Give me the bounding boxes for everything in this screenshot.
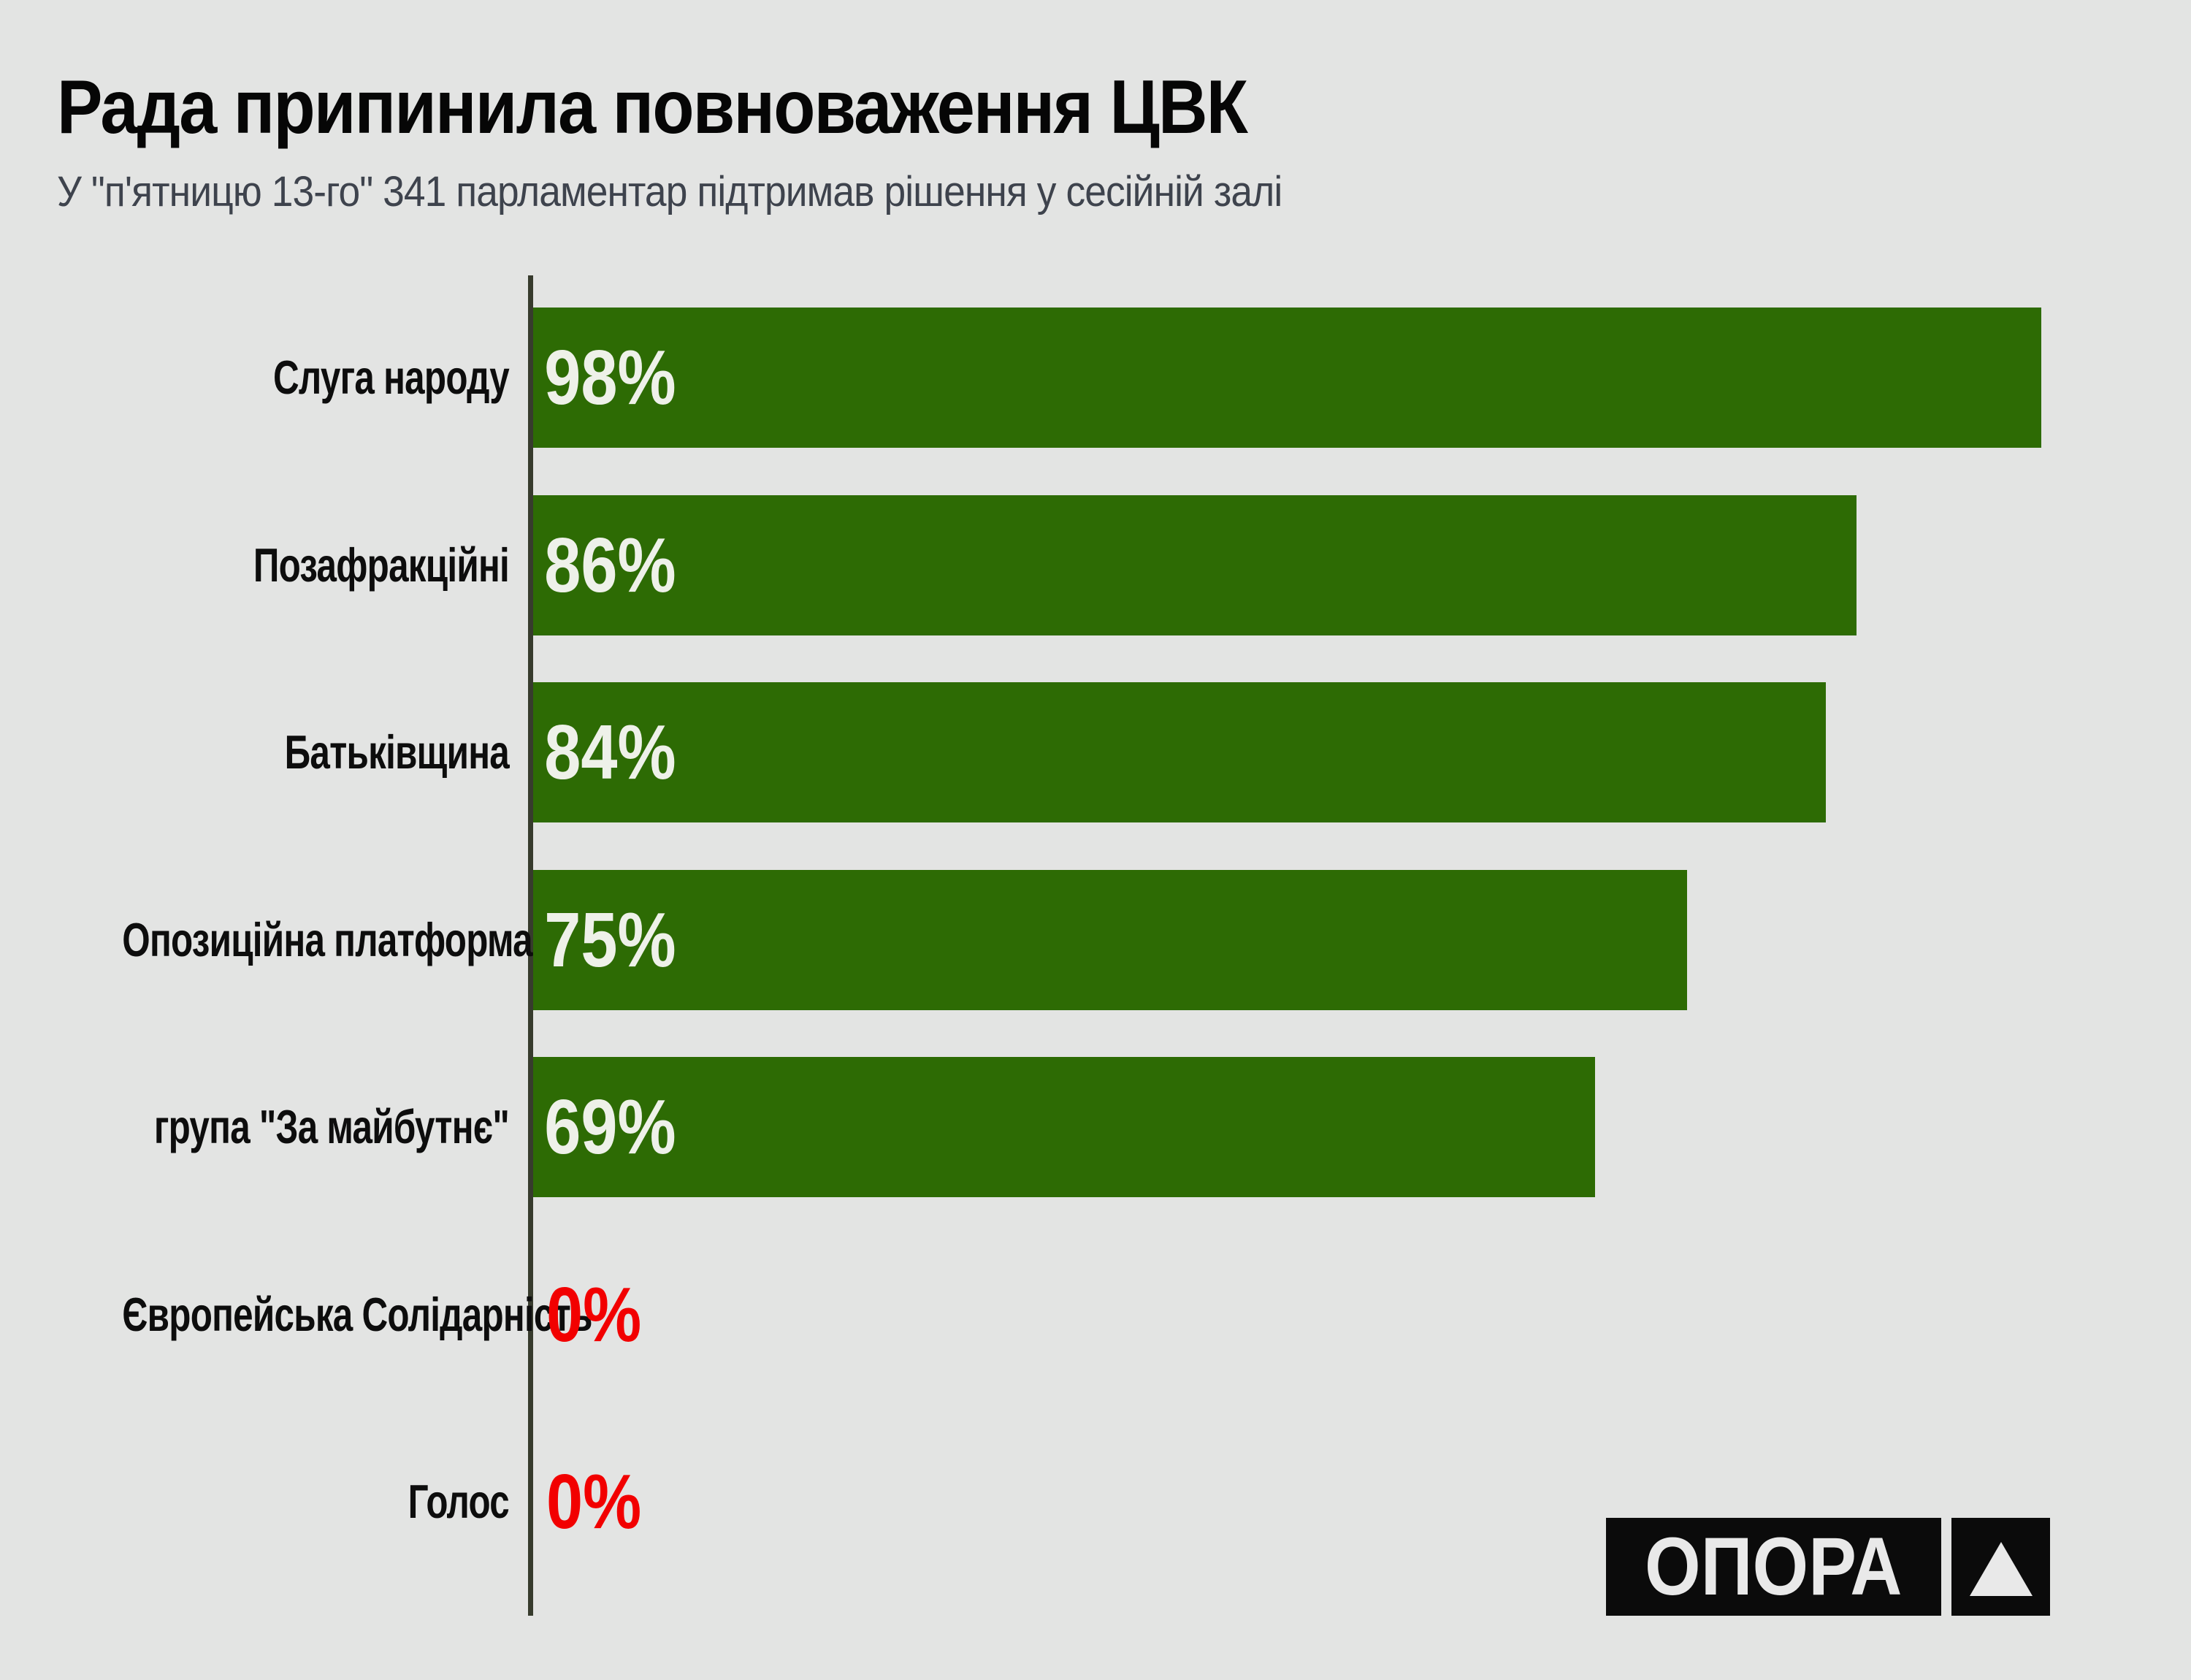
bar-row: група "За майбутнє" 69% <box>0 1057 2191 1197</box>
triangle-up-icon <box>1969 1542 2033 1596</box>
category-label: Батьківщина <box>284 725 510 779</box>
category-label: Голос <box>408 1475 510 1528</box>
bar-value-label: 98% <box>544 335 676 421</box>
bar-row: Батьківщина 84% <box>0 682 2191 822</box>
bar-value-label: 69% <box>544 1084 676 1170</box>
bar: 98% <box>533 308 2041 448</box>
bar: 84% <box>533 682 1826 822</box>
category-label: Опозиційна платформа <box>122 912 532 966</box>
chart-subtitle: У "п'ятницю 13-го" 341 парламентар підтр… <box>57 168 1282 215</box>
bar-value-label: 75% <box>544 896 676 983</box>
category-label: група "За майбутнє" <box>153 1100 510 1153</box>
bar-row: Європейська Солідарність 0% <box>0 1245 2191 1385</box>
bar-row: Голос 0% <box>0 1432 2191 1572</box>
bar: 75% <box>533 869 1687 1010</box>
zero-value-label: 0% <box>546 1459 642 1545</box>
bar-row: Слуга народу 98% <box>0 308 2191 448</box>
chart-title: Рада припинила повноваження ЦВК <box>57 65 1248 150</box>
category-label: Слуга народу <box>273 351 510 404</box>
category-label: Позафракційні <box>253 538 510 592</box>
logo-wordmark: ОПОРА <box>1645 1521 1903 1612</box>
bar: 86% <box>533 495 1857 635</box>
category-label: Європейська Солідарність <box>122 1287 592 1341</box>
logo-wordmark-box: ОПОРА <box>1606 1518 1941 1616</box>
bar-value-label: 84% <box>544 709 676 795</box>
zero-value-label: 0% <box>546 1271 642 1358</box>
bar-value-label: 86% <box>544 522 676 608</box>
bar: 69% <box>533 1057 1595 1197</box>
logo-mark-box <box>1951 1518 2050 1616</box>
bar-row: Позафракційні 86% <box>0 495 2191 635</box>
bar-row: Опозиційна платформа 75% <box>0 869 2191 1010</box>
axis-line <box>528 275 533 1616</box>
opora-logo: ОПОРА <box>1606 1518 2050 1616</box>
